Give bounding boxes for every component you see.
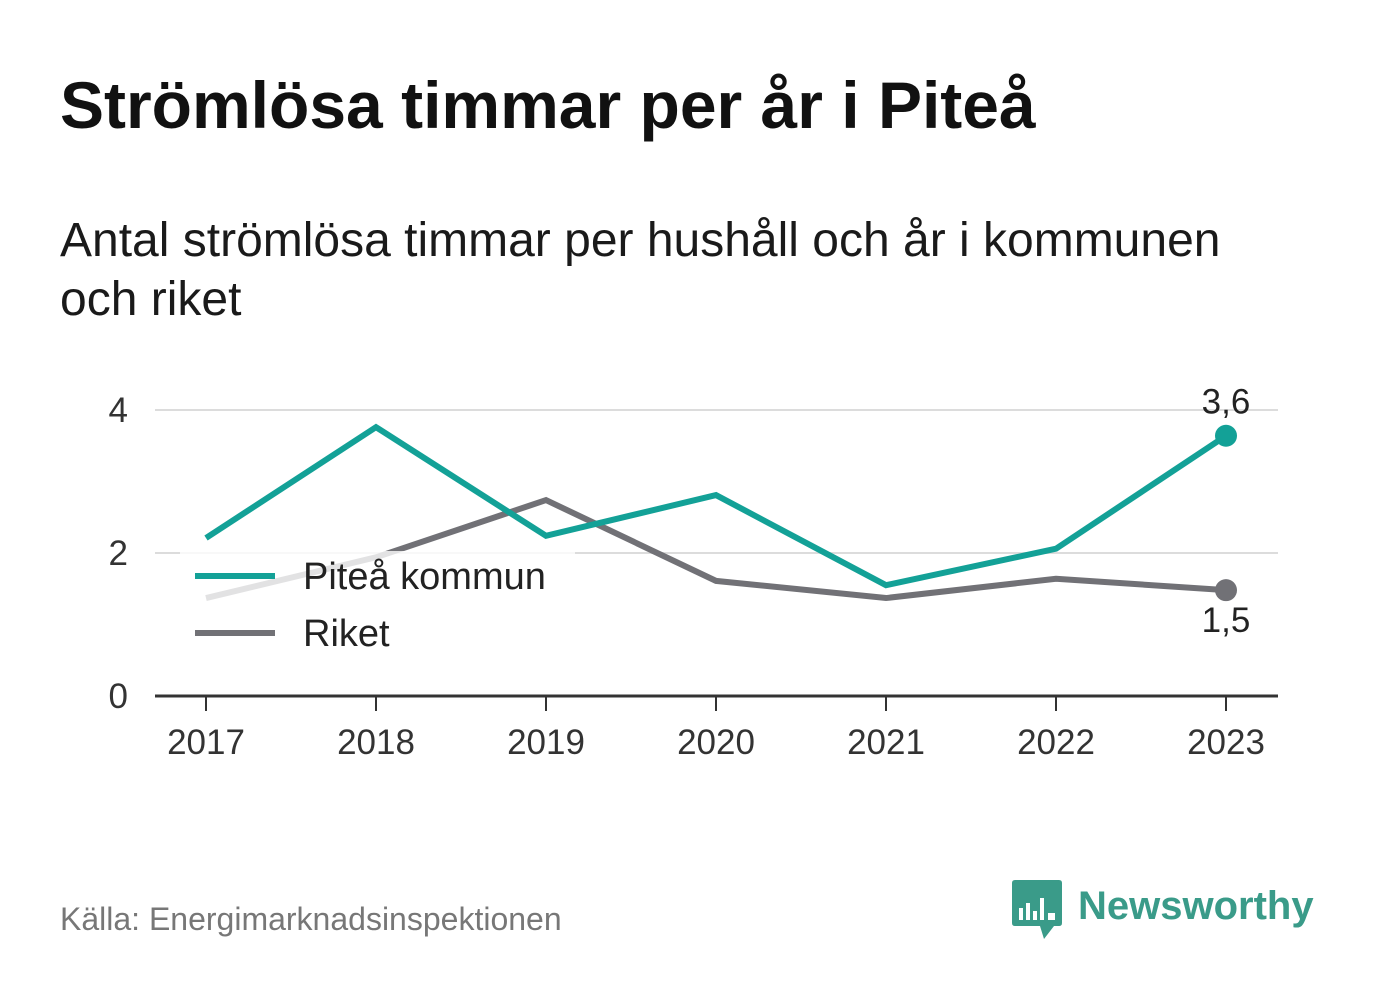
chart-subtitle: Antal strömlösa timmar per hushåll och å… <box>60 214 1221 326</box>
gridlines <box>155 409 1278 554</box>
data-point-pitea-kommun-2019 <box>541 531 551 541</box>
logo-text: Newsworthy <box>1078 884 1314 928</box>
series-line-pitea-kommun <box>204 423 1228 589</box>
x-tick-label: 2021 <box>847 723 925 762</box>
data-point-pitea-kommun-2017 <box>201 533 211 543</box>
chart-title: Strömlösa timmar per år i Piteå <box>60 68 1036 142</box>
legend-background <box>180 551 575 661</box>
source-note: Källa: Energimarknadsinspektionen <box>60 901 562 937</box>
data-point-riket-2019 <box>541 495 551 505</box>
legend-label: Riket <box>303 613 390 655</box>
logo-square <box>1048 913 1055 920</box>
logo-bar <box>1026 903 1030 920</box>
y-tick-label: 2 <box>109 534 128 573</box>
legend-item-riket: Riket <box>195 613 390 655</box>
data-point-riket-2022 <box>1051 574 1061 584</box>
data-point-pitea-kommun-2020 <box>711 490 721 500</box>
logo-bar <box>1040 898 1044 920</box>
y-tick-label: 4 <box>109 391 128 430</box>
legend: Piteå kommun Riket <box>180 551 575 661</box>
legend-item-pitea-kommun: Piteå kommun <box>195 556 546 598</box>
x-tick-label: 2022 <box>1017 723 1095 762</box>
logo-bubble-shape <box>1012 880 1062 939</box>
x-tick-label: 2017 <box>167 723 245 762</box>
logo-bar <box>1019 908 1023 920</box>
data-point-riket-2023 <box>1215 579 1237 602</box>
data-point-pitea-kommun-2021 <box>881 580 891 590</box>
x-tick-label: 2023 <box>1187 723 1265 762</box>
newsworthy-logo: Newsworthy <box>1010 878 1320 942</box>
data-point-pitea-kommun-2023 <box>1215 424 1237 447</box>
y-axis-labels: 0 2 4 <box>109 391 128 716</box>
data-point-pitea-kommun-2022 <box>1051 544 1061 554</box>
data-point-riket-2020 <box>711 576 721 586</box>
y-tick-label: 0 <box>109 677 128 716</box>
x-tick-label: 2020 <box>677 723 755 762</box>
legend-label: Piteå kommun <box>303 556 546 598</box>
end-markers: 3,6 1,5 <box>1202 383 1251 640</box>
end-label-riket: 1,5 <box>1202 601 1251 640</box>
end-label-pitea-kommun: 3,6 <box>1202 383 1251 422</box>
x-tick-label: 2019 <box>507 723 585 762</box>
data-point-pitea-kommun-2018 <box>371 422 381 432</box>
x-axis: 2017 2018 2019 2020 2021 2022 2023 <box>155 694 1278 762</box>
chart-speech-bubble-icon <box>1012 880 1062 939</box>
logo-bar <box>1033 911 1037 920</box>
line-chart: 2017 2018 2019 2020 2021 2022 2023 0 2 4 Piteå kom… <box>109 383 1278 762</box>
x-tick-label: 2018 <box>337 723 415 762</box>
data-point-riket-2021 <box>881 593 891 603</box>
